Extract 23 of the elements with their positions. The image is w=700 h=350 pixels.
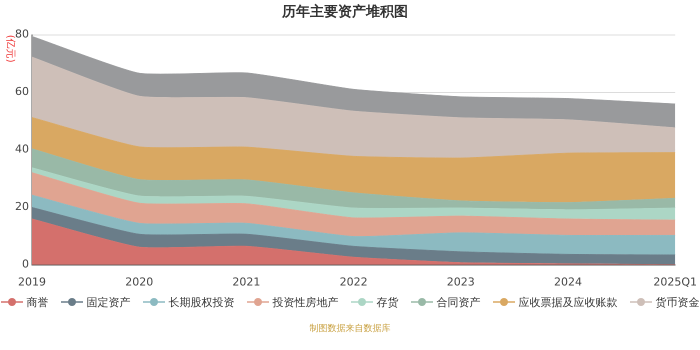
y-tick-label: 60 <box>14 85 29 98</box>
legend-label: 商誉 <box>26 294 48 310</box>
y-tick-label: 0 <box>22 258 29 271</box>
x-tick-label: 2021 <box>232 275 260 288</box>
x-tick-label: 2022 <box>340 275 368 288</box>
y-axis-title: (亿元) <box>4 34 16 63</box>
chart-title: 历年主要资产堆积图 <box>281 3 408 20</box>
text: 制图数据来自数据库 <box>308 322 392 335</box>
y-tick-label: 20 <box>14 200 29 214</box>
legend-label: 合同资产 <box>436 294 480 310</box>
x-tick-label: 2023 <box>446 275 475 288</box>
x-tick-label: 2020 <box>125 275 154 288</box>
legend-label: 存货 <box>376 294 398 310</box>
legend-label: 长期股权投资 <box>168 294 234 310</box>
y-tick-label: 40 <box>14 142 29 156</box>
x-tick-label: 2025Q1 <box>653 275 698 288</box>
x-tick-label: 2019 <box>18 275 46 288</box>
y-tick-label: 80 <box>14 28 29 41</box>
legend-label: 固定资产 <box>86 294 130 310</box>
legend-label: 货币资金 <box>656 294 700 310</box>
legend-label: 应收票据及应收账款 <box>518 294 618 310</box>
legend-label: 投资性房地产 <box>272 294 338 310</box>
x-tick-label: 2024 <box>554 275 582 288</box>
